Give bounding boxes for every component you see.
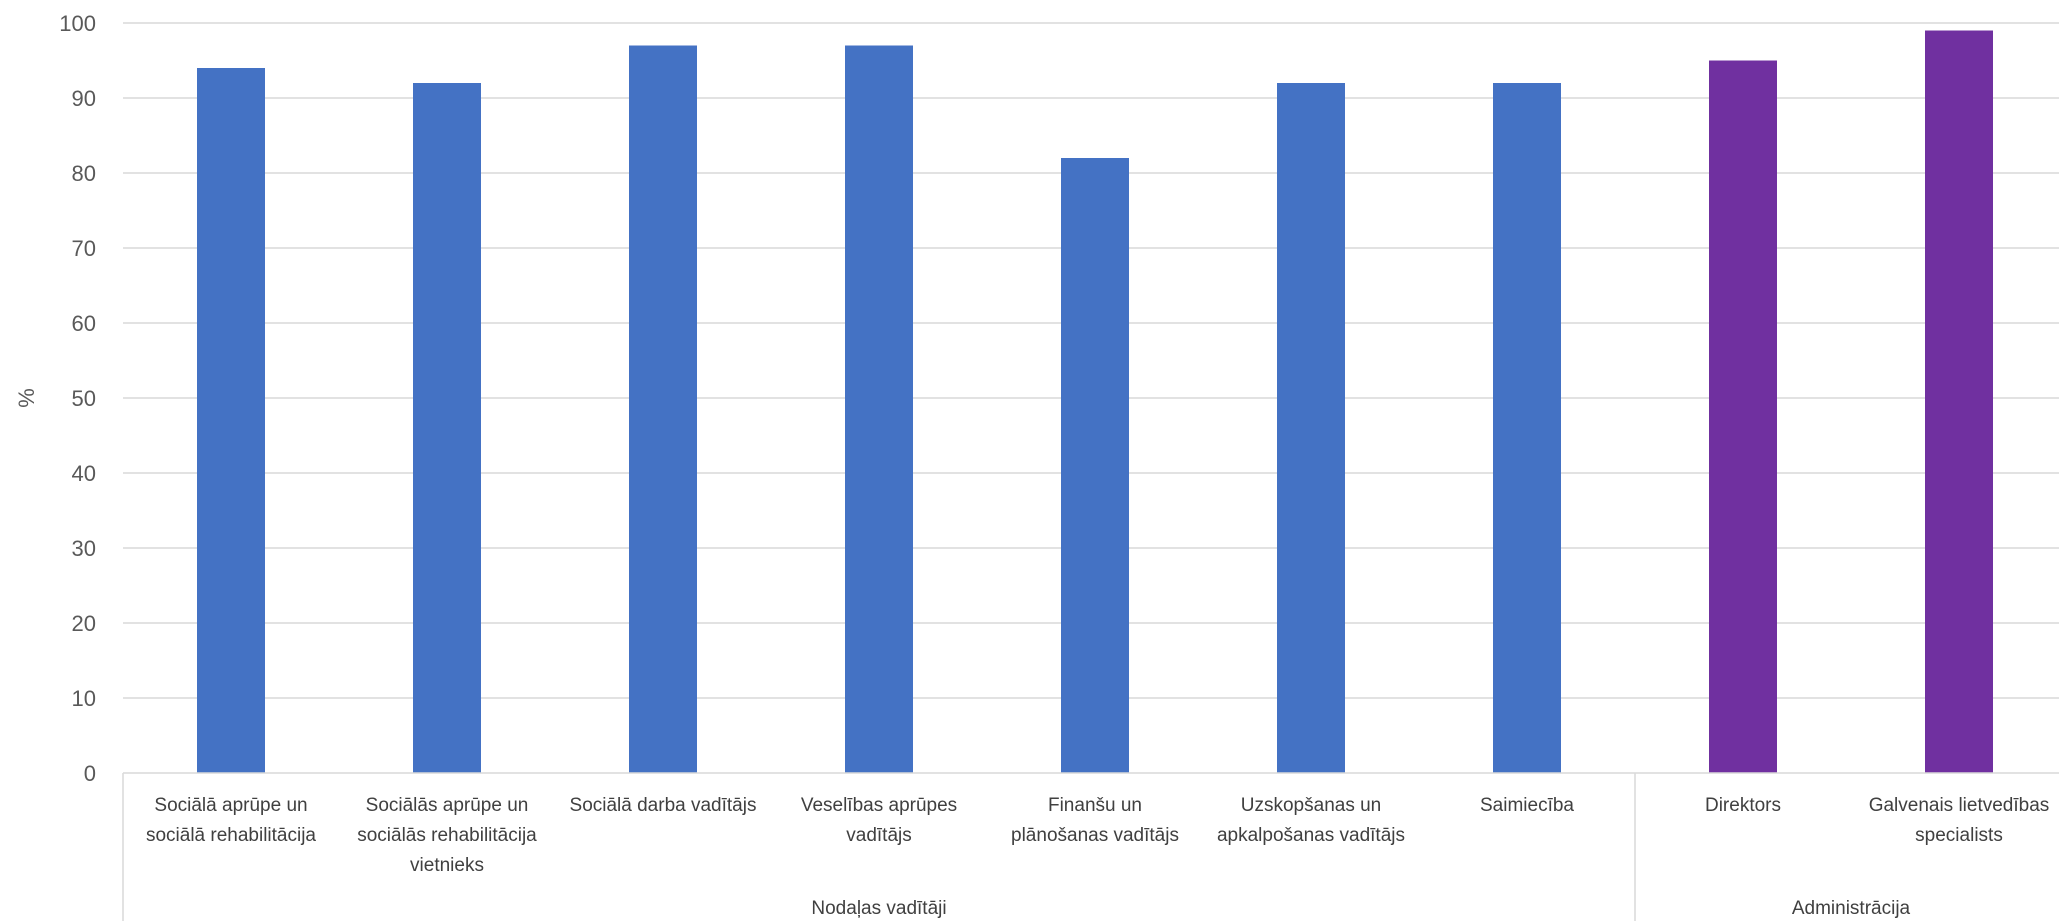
x-tick-label-line: Finanšu un — [1048, 795, 1142, 816]
bar — [413, 83, 481, 773]
x-tick-label: Direktors — [1705, 795, 1781, 816]
x-tick-label-line: Veselības aprūpes — [801, 795, 957, 816]
x-tick-label: Uzskopšanas un apkalpošanas vadītājs — [1217, 795, 1405, 846]
x-tick-label-line: sociālās rehabilitācija — [357, 825, 537, 846]
y-tick-label: 50 — [72, 386, 96, 411]
x-tick-label-line: Galvenais lietvedības — [1869, 795, 2050, 816]
bar — [197, 68, 265, 773]
bar — [1925, 30, 1993, 773]
y-tick-label: 30 — [72, 536, 96, 561]
group-label: Administrācija — [1792, 898, 1911, 919]
x-tick-label-line: apkalpošanas vadītājs — [1217, 825, 1405, 846]
y-axis-ticks: 0 10 20 30 40 50 60 70 80 90 100 — [59, 11, 96, 786]
bar — [629, 45, 697, 773]
y-tick-label: 0 — [84, 761, 96, 786]
group-labels: Nodaļas vadītāji Administrācija — [811, 898, 1910, 919]
bars — [197, 30, 1993, 773]
x-tick-label: Sociālā darba vadītājs — [570, 795, 757, 816]
bar — [845, 45, 913, 773]
y-tick-label: 80 — [72, 161, 96, 186]
x-tick-label: Sociālās aprūpe un sociālās rehabilitācij… — [357, 795, 537, 876]
bar — [1061, 158, 1129, 773]
x-tick-label-line: specialists — [1915, 825, 2003, 846]
x-tick-label-line: Uzskopšanas un — [1241, 795, 1381, 816]
x-tick-label: Saimiecība — [1480, 795, 1574, 816]
y-tick-label: 90 — [72, 86, 96, 111]
y-tick-label: 40 — [72, 461, 96, 486]
bar — [1277, 83, 1345, 773]
x-tick-label-line: plānošanas vadītājs — [1011, 825, 1179, 846]
x-tick-label-line: Sociālā aprūpe un — [154, 795, 307, 816]
x-axis — [122, 772, 2059, 921]
x-tick-label-line: Direktors — [1705, 795, 1781, 816]
x-tick-label: Sociālā aprūpe un sociālā rehabilitācija — [146, 795, 316, 846]
x-tick-label-line: Sociālās aprūpe un — [366, 795, 529, 816]
x-tick-label-line: Sociālā darba vadītājs — [570, 795, 757, 816]
bar — [1709, 60, 1777, 773]
y-tick-label: 10 — [72, 686, 96, 711]
x-tick-label-line: vietnieks — [410, 855, 484, 876]
y-tick-label: 20 — [72, 611, 96, 636]
group-label: Nodaļas vadītāji — [811, 898, 946, 919]
x-tick-label: Galvenais lietvedības specialists — [1869, 795, 2050, 846]
x-tick-label: Veselības aprūpes vadītājs — [801, 795, 957, 846]
y-tick-label: 70 — [72, 236, 96, 261]
x-tick-label-line: Saimiecība — [1480, 795, 1574, 816]
y-tick-label: 60 — [72, 311, 96, 336]
y-axis-label: % — [14, 388, 39, 408]
x-tick-label: Finanšu un plānošanas vadītājs — [1011, 795, 1179, 846]
bar — [1493, 83, 1561, 773]
x-tick-label-line: sociālā rehabilitācija — [146, 825, 316, 846]
x-tick-label-line: vadītājs — [846, 825, 911, 846]
category-labels: Sociālā aprūpe un sociālā rehabilitācijaS… — [146, 795, 2049, 876]
y-tick-label: 100 — [59, 11, 96, 36]
